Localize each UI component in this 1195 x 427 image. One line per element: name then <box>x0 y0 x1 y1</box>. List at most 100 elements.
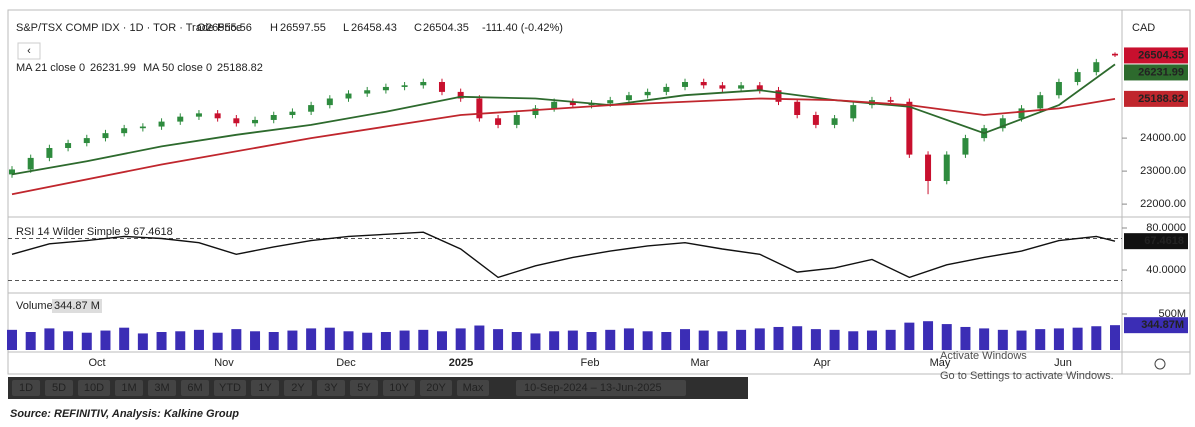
o-value: 26555.56 <box>206 22 252 34</box>
range-button[interactable] <box>12 380 40 396</box>
volume-bar <box>137 333 148 350</box>
range-button[interactable] <box>284 380 312 396</box>
range-button[interactable] <box>115 380 143 396</box>
candle-body <box>9 169 15 175</box>
rsi-badge <box>1124 233 1188 250</box>
volume-bar <box>44 328 55 350</box>
volume-bar <box>362 332 373 350</box>
volume-bar <box>1110 325 1120 350</box>
candle-body <box>1037 95 1044 109</box>
range-button[interactable] <box>181 380 209 396</box>
range-button[interactable] <box>383 380 415 396</box>
range-button[interactable] <box>457 380 489 396</box>
candle-body <box>925 154 932 182</box>
candle-body <box>476 98 483 119</box>
range-button-label[interactable]: 1D <box>19 382 33 394</box>
o-label: O <box>197 22 206 34</box>
volume-bar <box>866 330 877 350</box>
y-tick-label: 500M <box>1158 308 1186 320</box>
x-tick-label: Dec <box>336 357 356 369</box>
price-badge-label: 25188.82 <box>1138 93 1184 105</box>
range-button-label[interactable]: 5Y <box>357 382 371 394</box>
range-button[interactable] <box>45 380 73 396</box>
range-button[interactable] <box>251 380 279 396</box>
candle-body <box>326 98 333 106</box>
candle-body <box>289 111 296 115</box>
volume-bar <box>268 332 279 350</box>
price-badge <box>1124 90 1188 107</box>
candle-body <box>121 128 128 134</box>
volume-bar <box>287 330 298 350</box>
candle-body <box>457 91 464 99</box>
range-button-label[interactable]: 3M <box>154 382 169 394</box>
currency[interactable]: CAD <box>1132 22 1155 34</box>
range-button-label[interactable]: 20Y <box>426 382 446 394</box>
volume-bar <box>231 329 242 350</box>
range-button-label[interactable]: 3Y <box>324 382 338 394</box>
volume-legend-value: 344.87 M <box>54 300 100 312</box>
range-button-label[interactable]: 1Y <box>258 382 272 394</box>
volume-bar <box>7 329 17 350</box>
range-button-label[interactable]: 10D <box>84 382 104 394</box>
volume-bar <box>119 327 130 350</box>
candle-body <box>700 81 707 86</box>
volume-bar <box>960 326 971 350</box>
volume-bar <box>493 329 504 350</box>
settings-icon[interactable] <box>1154 358 1166 370</box>
range-button-label[interactable]: 1M <box>121 382 136 394</box>
ma21-name: MA 21 close 0 <box>16 62 85 74</box>
volume-bar <box>848 331 859 350</box>
x-tick-label: Jun <box>1054 357 1072 369</box>
back-icon[interactable]: ‹ <box>27 45 31 57</box>
x-tick-label: 2025 <box>449 357 473 369</box>
range-button-label[interactable]: Max <box>463 382 484 394</box>
range-button[interactable] <box>420 380 452 396</box>
candle-body <box>794 101 801 115</box>
ma-line <box>11 97 1116 196</box>
volume-bar <box>829 329 840 350</box>
candle-body <box>1018 108 1025 119</box>
range-button[interactable] <box>317 380 345 396</box>
volume-bar <box>549 331 560 350</box>
range-button-label[interactable]: 6M <box>187 382 202 394</box>
date-range[interactable] <box>516 380 686 396</box>
candle-body <box>308 105 315 112</box>
range-button[interactable] <box>350 380 378 396</box>
x-tick-label: May <box>930 357 951 369</box>
price-badge-label: 26231.99 <box>1138 66 1184 78</box>
range-button-label[interactable]: YTD <box>219 382 241 394</box>
candle-body <box>252 119 259 124</box>
range-button[interactable] <box>214 380 246 396</box>
volume-bar <box>511 332 522 350</box>
watermark-title: Activate Windows <box>940 350 1027 362</box>
range-button[interactable] <box>148 380 176 396</box>
volume-bar <box>436 331 447 350</box>
price-badge-label: 26504.35 <box>1138 49 1184 61</box>
range-button-label[interactable]: 5D <box>52 382 66 394</box>
volume-bar <box>1072 327 1083 350</box>
range-button-label[interactable]: 2Y <box>291 382 305 394</box>
volume-bar <box>680 329 691 350</box>
candle-body <box>906 101 913 155</box>
candle-body <box>719 85 726 89</box>
x-tick-label: Feb <box>581 357 600 369</box>
back-button[interactable] <box>17 42 41 60</box>
candle-body <box>177 116 184 122</box>
candle-body <box>27 157 34 170</box>
candle-body <box>1112 53 1118 56</box>
range-button-label[interactable]: 10Y <box>389 382 409 394</box>
candle-body <box>607 100 614 104</box>
volume-bar <box>661 332 672 350</box>
date-range-label[interactable]: 10-Sep-2024 – 13-Jun-2025 <box>524 382 662 394</box>
ma50-name: MA 50 close 0 <box>143 62 212 74</box>
y-tick-label: 22000.00 <box>1140 198 1186 210</box>
candle-body <box>682 81 689 87</box>
volume-bar <box>567 330 578 350</box>
candle-body <box>420 81 427 86</box>
candle-body <box>625 95 632 101</box>
range-button[interactable] <box>78 380 110 396</box>
volume-bar <box>997 329 1008 350</box>
volume-bar <box>979 328 990 350</box>
volume-bar <box>736 329 747 350</box>
